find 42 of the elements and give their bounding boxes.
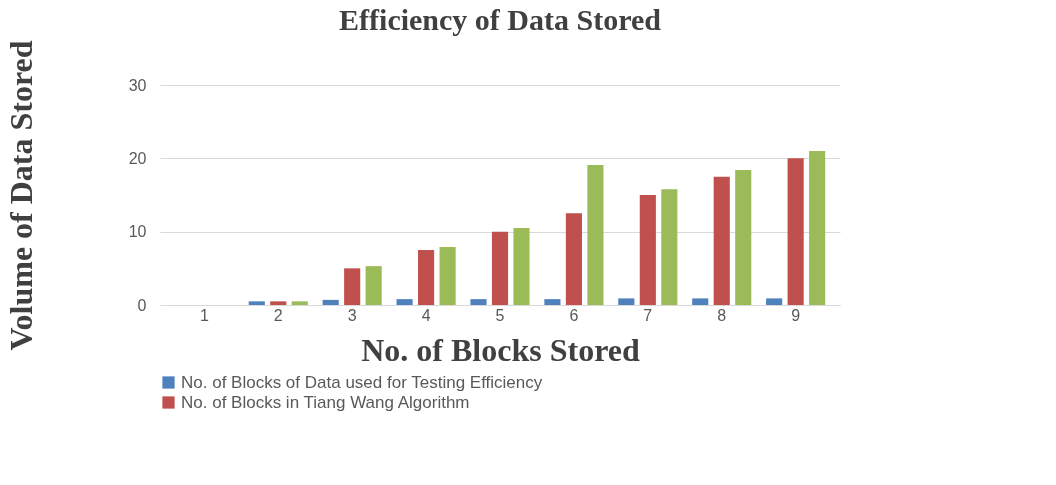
legend-label: No. of Blocks of Data used for Testing Efficiency — [181, 372, 543, 392]
y-tick-label: 10 — [128, 223, 147, 241]
bar — [809, 151, 826, 305]
bar — [565, 213, 582, 305]
x-tick-label: 1 — [199, 306, 209, 324]
x-tick-label: 5 — [495, 306, 505, 324]
y-tick-label: 0 — [137, 296, 147, 314]
bar — [692, 298, 709, 305]
bar — [322, 299, 339, 305]
bar — [735, 170, 752, 305]
bar — [248, 301, 265, 305]
chart-title: Efficiency of Data Stored — [339, 2, 662, 36]
bar — [365, 266, 382, 305]
x-tick-label: 6 — [569, 306, 579, 324]
bar — [544, 299, 561, 305]
y-axis-title: Volume of Data Stored — [2, 40, 39, 351]
bar — [787, 158, 804, 305]
legend-label: No. of Blocks in Tiang Wang Algorithm — [181, 392, 470, 412]
bar — [618, 298, 635, 305]
bar — [639, 195, 656, 305]
x-tick-label: 9 — [791, 306, 801, 324]
y-tick-label: 20 — [128, 149, 147, 167]
bar — [766, 298, 783, 305]
x-tick-label: 3 — [347, 306, 357, 324]
x-tick-label: 2 — [273, 306, 283, 324]
x-tick-label: 8 — [717, 306, 727, 324]
bar — [270, 301, 287, 305]
bar — [396, 299, 413, 305]
bar — [513, 228, 530, 305]
x-axis-title: No. of Blocks Stored — [361, 331, 640, 368]
bar — [418, 250, 435, 305]
bar — [491, 231, 509, 305]
bar — [344, 268, 361, 305]
bar — [291, 301, 308, 305]
bar — [470, 299, 487, 305]
bar — [661, 189, 678, 305]
bar — [587, 164, 604, 305]
x-tick-label: 4 — [421, 306, 431, 324]
y-tick-label: 30 — [128, 76, 147, 94]
bar — [713, 176, 730, 305]
bar — [439, 247, 456, 305]
x-tick-label: 7 — [643, 306, 653, 324]
